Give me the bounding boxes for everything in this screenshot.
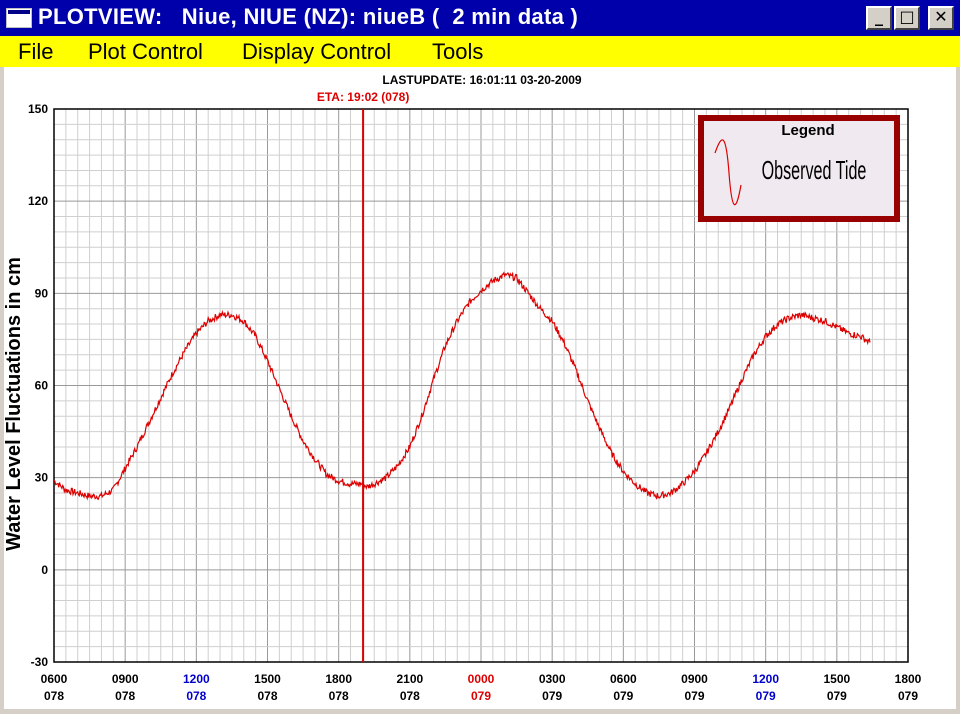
y-tick-label: 60: [35, 379, 49, 393]
x-tick-day-label: 078: [329, 689, 349, 703]
legend-swatch-icon: [714, 139, 742, 206]
legend-background: [704, 121, 894, 216]
x-tick-day-label: 079: [756, 689, 776, 703]
legend-title: Legend: [781, 122, 834, 139]
eta-label: ETA: 19:02 (078): [317, 90, 409, 104]
y-tick-label: 30: [35, 471, 49, 485]
window-icon[interactable]: [6, 8, 32, 28]
x-tick-time-label: 1500: [254, 672, 281, 686]
y-tick-label: 90: [35, 286, 49, 300]
y-tick-label: 150: [28, 102, 48, 116]
x-tick-day-label: 079: [898, 689, 918, 703]
x-tick-time-label: 1800: [895, 672, 922, 686]
maximize-button[interactable]: □: [894, 6, 920, 30]
x-tick-day-label: 079: [684, 689, 704, 703]
legend-entry-label: Observed Tide: [762, 155, 867, 185]
x-tick-day-label: 078: [44, 689, 64, 703]
y-axis-title: Water Level Fluctuations in cm: [4, 257, 25, 551]
y-tick-label: -30: [31, 655, 49, 669]
x-tick-time-label: 0600: [41, 672, 68, 686]
menu-tools[interactable]: Tools: [432, 39, 484, 64]
x-tick-day-label: 079: [827, 689, 847, 703]
window-title: PLOTVIEW: Niue, NIUE (NZ): niueB ( 2 min…: [38, 4, 579, 29]
menu-file[interactable]: File: [18, 39, 54, 64]
x-tick-time-label: 0600: [610, 672, 637, 686]
x-tick-day-label: 079: [471, 689, 491, 703]
x-tick-time-label: 1800: [325, 672, 352, 686]
title-bar: PLOTVIEW: Niue, NIUE (NZ): niueB ( 2 min…: [0, 0, 960, 36]
menu-bar: File Plot Control Display Control Tools: [0, 36, 960, 67]
menu-display-control[interactable]: Display Control: [242, 39, 392, 64]
axis-labels: -30 0 30 60 90 120 150 0600 078 0900 078 1200 078 150…: [28, 102, 922, 703]
x-tick-day-label: 079: [542, 689, 562, 703]
last-update-label: LASTUPDATE: 16:01:11 03-20-2009: [382, 73, 582, 87]
x-tick-time-label: 2100: [396, 672, 423, 686]
minimize-button[interactable]: _: [866, 6, 892, 30]
x-tick-day-label: 078: [186, 689, 206, 703]
plot-frame: [53, 108, 909, 663]
x-tick-day-label: 078: [257, 689, 277, 703]
plot-area: LASTUPDATE: 16:01:11 03-20-2009 ETA: 19:…: [3, 67, 956, 709]
x-tick-time-label: 0000: [468, 672, 495, 686]
x-tick-day-label: 078: [115, 689, 135, 703]
x-tick-time-label: 0900: [112, 672, 139, 686]
x-tick-time-label: 0900: [681, 672, 708, 686]
y-tick-label: 120: [28, 194, 48, 208]
tide-chart[interactable]: LASTUPDATE: 16:01:11 03-20-2009 ETA: 19:…: [3, 67, 956, 709]
x-tick-time-label: 0300: [539, 672, 566, 686]
close-button[interactable]: ✕: [928, 6, 954, 30]
menu-plot-control[interactable]: Plot Control: [88, 39, 203, 64]
legend-box[interactable]: Legend Observed Tide: [698, 115, 900, 222]
x-tick-time-label: 1200: [752, 672, 779, 686]
series-observed-tide: [53, 271, 871, 501]
y-tick-label: 0: [41, 563, 48, 577]
x-tick-time-label: 1200: [183, 672, 210, 686]
x-tick-day-label: 079: [613, 689, 633, 703]
x-tick-day-label: 078: [400, 689, 420, 703]
x-tick-time-label: 1500: [823, 672, 850, 686]
